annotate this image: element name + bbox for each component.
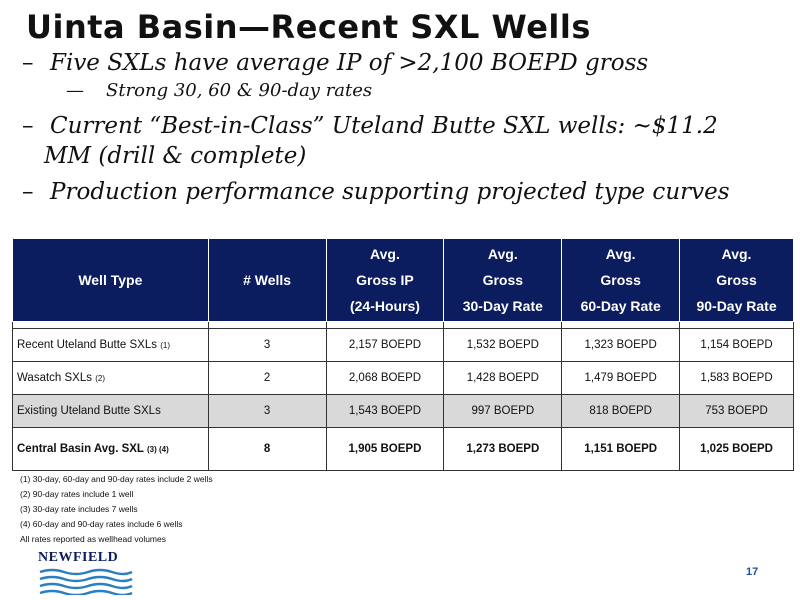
footnote: All rates reported as wellhead volumes — [20, 534, 166, 544]
bullet-performance-text: Production performance supporting projec… — [50, 179, 730, 205]
header-line: Gross — [482, 272, 524, 288]
newfield-logo: NEWFIELD — [38, 550, 134, 595]
bullet-performance: – Production performance supporting proje… — [22, 179, 792, 205]
waves-icon — [39, 568, 133, 595]
header-60-day: Avg. Gross 60-Day Rate — [561, 238, 681, 322]
header-90-day: Avg. Gross 90-Day Rate — [679, 238, 794, 322]
footnote-ref: (2) — [95, 374, 105, 383]
cell-60-day: 818 BOEPD — [561, 394, 681, 428]
header-line: 30-Day Rate — [462, 298, 543, 314]
bullet-ip: – Five SXLs have average IP of >2,100 BOE… — [22, 50, 792, 76]
sub-bullet-rates-text: Strong 30, 60 & 90-day rates — [106, 80, 373, 101]
table-row: Existing Uteland Butte SXLs 3 1,543 BOEP… — [12, 394, 794, 428]
footnote: (3) 30-day rate includes 7 wells — [20, 504, 138, 514]
cell-90-day: 753 BOEPD — [679, 394, 794, 428]
cell-wells: 2 — [207, 361, 327, 395]
page-number: 17 — [746, 566, 759, 578]
bullet-dash: – — [22, 113, 34, 139]
bullet-ip-text: Five SXLs have average IP of >2,100 BOEP… — [50, 50, 649, 76]
cell-well-type: Central Basin Avg. SXL (3) (4) — [12, 427, 209, 471]
header-line: (24-Hours) — [349, 298, 420, 314]
cell-ip: 2,068 BOEPD — [325, 361, 445, 395]
bullet-dash: – — [22, 50, 34, 76]
table-spacer-row — [12, 321, 794, 329]
cell-60-day: 1,323 BOEPD — [561, 328, 681, 362]
well-type-text: Recent Uteland Butte SXLs — [17, 339, 157, 351]
header-well-type: Well Type — [12, 238, 209, 322]
sub-bullet-dash: — — [66, 80, 84, 101]
header-line: Gross — [600, 272, 641, 288]
cell-60-day: 1,151 BOEPD — [561, 427, 681, 471]
well-type-text: Central Basin Avg. SXL — [17, 443, 144, 455]
header-gross-ip: Avg. Gross IP (24-Hours) — [325, 238, 445, 322]
header-line: Avg. — [721, 246, 752, 262]
cell-30-day: 1,273 BOEPD — [443, 427, 563, 471]
cell-ip: 1,543 BOEPD — [325, 394, 445, 428]
cell-well-type: Wasatch SXLs (2) — [12, 361, 209, 395]
footnote: (4) 60-day and 90-day rates include 6 we… — [20, 519, 183, 529]
cell-30-day: 1,428 BOEPD — [443, 361, 563, 395]
header-line: Avg. — [605, 246, 636, 262]
cell-ip: 2,157 BOEPD — [325, 328, 445, 362]
cell-ip: 1,905 BOEPD — [325, 427, 445, 471]
bullet-cost-line2: MM (drill & complete) — [44, 143, 307, 169]
footnote: (1) 30-day, 60-day and 90-day rates incl… — [20, 474, 213, 484]
well-type-text: Wasatch SXLs — [17, 372, 92, 384]
cell-wells: 8 — [207, 427, 327, 471]
bullet-list: – Five SXLs have average IP of >2,100 BOE… — [22, 48, 792, 205]
footnotes: (1) 30-day, 60-day and 90-day rates incl… — [20, 472, 213, 547]
cell-90-day: 1,154 BOEPD — [679, 328, 794, 362]
cell-well-type: Existing Uteland Butte SXLs — [12, 394, 209, 428]
table-row: Recent Uteland Butte SXLs (1) 3 2,157 BO… — [12, 328, 794, 362]
wells-table: Well Type # Wells Avg. Gross IP (24-Hour… — [12, 238, 794, 471]
header-line: 90-Day Rate — [696, 298, 777, 314]
well-type-text: Existing Uteland Butte SXLs — [17, 405, 161, 417]
table-row-total: Central Basin Avg. SXL (3) (4) 8 1,905 B… — [12, 427, 794, 471]
table-row: Wasatch SXLs (2) 2 2,068 BOEPD 1,428 BOE… — [12, 361, 794, 395]
cell-30-day: 1,532 BOEPD — [443, 328, 563, 362]
header-30-day: Avg. Gross 30-Day Rate — [443, 238, 563, 322]
sub-bullet-rates: — Strong 30, 60 & 90-day rates — [66, 80, 792, 101]
logo-text: NEWFIELD — [38, 550, 119, 565]
cell-90-day: 1,583 BOEPD — [679, 361, 794, 395]
footnote-ref: (1) — [160, 341, 170, 350]
cell-well-type: Recent Uteland Butte SXLs (1) — [12, 328, 209, 362]
bullet-cost: – Current “Best-in-Class” Uteland Butte S… — [22, 111, 792, 171]
cell-30-day: 997 BOEPD — [443, 394, 563, 428]
bullet-dash: – — [22, 179, 34, 205]
cell-90-day: 1,025 BOEPD — [679, 427, 794, 471]
header-line: Gross — [716, 272, 757, 288]
footnote: (2) 90-day rates include 1 well — [20, 489, 134, 499]
table-header-row: Well Type # Wells Avg. Gross IP (24-Hour… — [12, 238, 794, 322]
header-line: Gross IP — [356, 272, 414, 288]
header-line: 60-Day Rate — [580, 298, 661, 314]
cell-60-day: 1,479 BOEPD — [561, 361, 681, 395]
slide-title: Uinta Basin—Recent SXL Wells — [26, 8, 591, 46]
bullet-cost-line1: Current “Best-in-Class” Uteland Butte SX… — [50, 113, 718, 139]
footnote-ref: (3) (4) — [146, 445, 169, 454]
cell-wells: 3 — [207, 328, 327, 362]
header-num-wells: # Wells — [207, 238, 327, 322]
cell-wells: 3 — [207, 394, 327, 428]
header-line: Avg. — [370, 246, 400, 262]
header-line: Avg. — [487, 246, 518, 262]
